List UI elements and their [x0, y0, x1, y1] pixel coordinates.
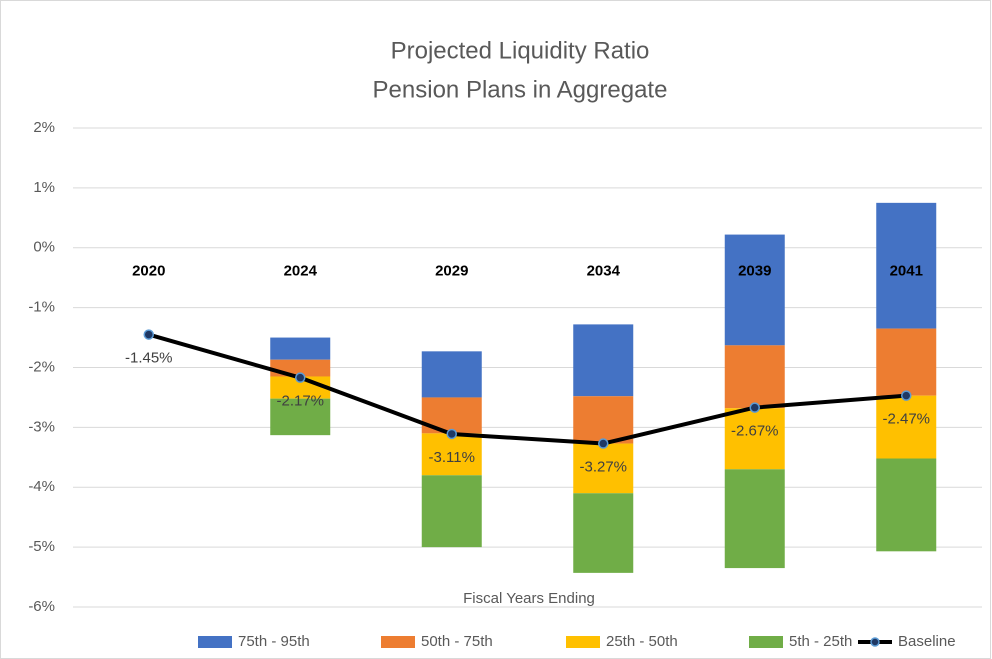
legend-swatch	[749, 636, 783, 648]
category-label: 2041	[890, 263, 923, 280]
y-tick-label: -5%	[28, 538, 55, 555]
data-label: -2.47%	[882, 411, 930, 428]
bar-segment	[876, 458, 937, 552]
legend-marker	[870, 637, 880, 647]
y-tick-label: -1%	[28, 299, 55, 316]
bar-segment	[876, 202, 937, 329]
bar-segment	[573, 443, 634, 494]
y-tick-label: -2%	[28, 358, 55, 375]
data-label: -2.17%	[276, 393, 324, 410]
legend-swatch	[198, 636, 232, 648]
bar-segment	[876, 395, 937, 459]
category-label: 2020	[132, 263, 165, 280]
bar-segment	[573, 396, 634, 444]
baseline-marker	[295, 372, 306, 383]
bar-segment	[270, 337, 331, 360]
bar-segment	[270, 398, 331, 436]
bar-segment	[573, 493, 634, 573]
baseline-marker	[901, 390, 912, 401]
category-label: 2029	[435, 263, 468, 280]
y-tick-label: -3%	[28, 418, 55, 435]
legend-label: 75th - 95th	[238, 633, 310, 650]
bar-segment	[724, 469, 785, 569]
bar-segment	[876, 328, 937, 396]
baseline-line	[148, 332, 907, 446]
y-tick-label: 1%	[33, 179, 55, 196]
legend-label: 5th - 25th	[789, 633, 852, 650]
bar-segment	[421, 433, 482, 476]
y-tick-label: -4%	[28, 478, 55, 495]
bar-segment	[421, 351, 482, 398]
data-label: -1.45%	[125, 350, 173, 367]
y-tick-label: -6%	[28, 598, 55, 615]
legend-label: Baseline	[898, 633, 956, 650]
y-tick-label: 2%	[33, 119, 55, 136]
baseline-marker	[143, 329, 154, 340]
bar-segment	[724, 345, 785, 409]
y-tick-label: 0%	[33, 239, 55, 256]
data-label: -3.27%	[579, 459, 627, 476]
legend-swatch	[566, 636, 600, 648]
data-label: -3.11%	[429, 449, 475, 466]
bar-segment	[724, 408, 785, 470]
category-label: 2034	[587, 263, 621, 280]
baseline-marker	[598, 438, 609, 449]
data-label: -2.67%	[731, 423, 779, 440]
legend-swatch	[381, 636, 415, 648]
legend-label: 50th - 75th	[421, 633, 493, 650]
legend-label: 25th - 50th	[606, 633, 678, 650]
baseline-marker	[749, 402, 760, 413]
chart-subtitle: Pension Plans in Aggregate	[373, 76, 668, 103]
bar-segment	[421, 475, 482, 548]
bar-segment	[573, 324, 634, 397]
bar-segment	[724, 234, 785, 346]
category-label: 2039	[738, 263, 771, 280]
baseline-marker	[446, 428, 457, 440]
x-axis-title: Fiscal Years Ending	[463, 590, 595, 607]
category-label: 2024	[284, 263, 318, 280]
chart-title: Projected Liquidity Ratio	[391, 37, 650, 64]
